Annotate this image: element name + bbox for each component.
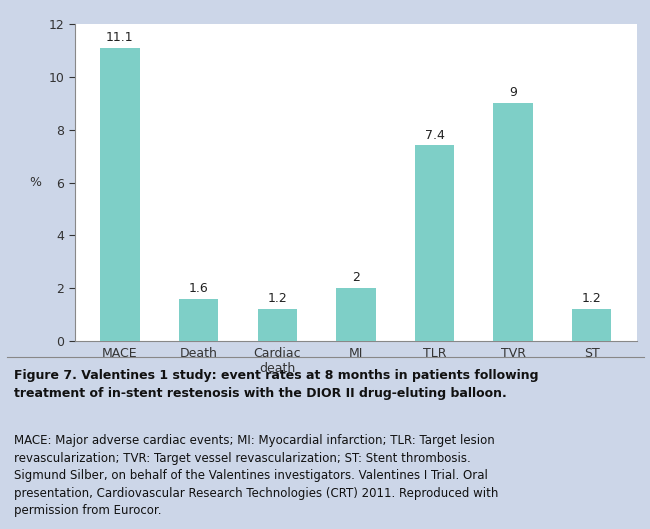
Text: MACE: Major adverse cardiac events; MI: Myocardial infarction; TLR: Target lesio: MACE: Major adverse cardiac events; MI: … (14, 434, 499, 517)
Bar (100, 48, 140, 341)
Text: 1.2: 1.2 (267, 293, 287, 306)
Text: 9: 9 (509, 86, 517, 99)
Text: Figure 7. Valentines 1 study: event rates at 8 months in patients following
trea: Figure 7. Valentines 1 study: event rate… (14, 369, 539, 399)
Text: 1.2: 1.2 (582, 293, 602, 306)
Text: 11.1: 11.1 (106, 31, 134, 44)
Bar (493, 103, 533, 341)
Text: 1.6: 1.6 (188, 282, 209, 295)
Text: 2: 2 (352, 271, 360, 285)
Bar (572, 309, 612, 341)
Bar (179, 299, 218, 341)
Bar (415, 145, 454, 341)
Bar (336, 288, 376, 341)
Text: 7.4: 7.4 (424, 129, 445, 142)
Y-axis label: %: % (29, 176, 42, 189)
Bar (257, 309, 297, 341)
